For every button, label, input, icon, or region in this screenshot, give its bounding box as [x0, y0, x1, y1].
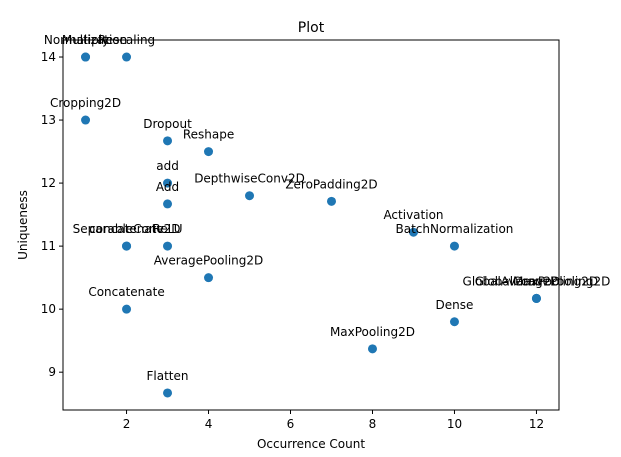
data-point: [163, 241, 173, 251]
y-axis-label: Uniqueness: [16, 190, 30, 260]
y-tick-label: 10: [41, 302, 56, 316]
data-point: [449, 241, 459, 251]
y-tick-label: 14: [41, 50, 56, 64]
x-tick-label: 12: [529, 417, 544, 431]
data-point-label: Add: [156, 180, 179, 194]
data-point-label: Reshape: [183, 128, 234, 142]
x-tick-label: 10: [447, 417, 462, 431]
data-point-label: Dense: [436, 298, 474, 312]
data-point-label: GlobalAveragePooling2D: [463, 274, 611, 288]
data-point: [531, 293, 541, 303]
data-point-label: ZeroPadding2D: [285, 177, 377, 191]
data-point: [367, 344, 377, 354]
data-point: [204, 147, 214, 157]
x-axis: 2 4 6 8 10 12: [123, 410, 544, 431]
data-point-label: Activation: [383, 208, 443, 222]
data-point-label: Cropping2D: [50, 96, 121, 110]
data-point: [449, 317, 459, 327]
y-tick-label: 11: [41, 239, 56, 253]
data-point: [245, 191, 255, 201]
y-axis: 9 10 11 12 13 14: [41, 50, 63, 379]
data-point-label: SeparableConv2D: [73, 222, 181, 236]
data-point-label: MaxPooling2D: [330, 325, 415, 339]
y-tick-label: 12: [41, 176, 56, 190]
data-point: [163, 178, 173, 188]
x-tick-label: 6: [287, 417, 295, 431]
data-point: [122, 304, 132, 314]
data-point-label: add: [156, 159, 179, 173]
data-point-label: Flatten: [147, 369, 189, 383]
axes-frame: [62, 39, 560, 411]
data-point: [163, 136, 173, 146]
data-point: [81, 115, 91, 125]
x-axis-label: Occurrence Count: [257, 437, 365, 451]
x-tick-label: 2: [123, 417, 131, 431]
data-point-label: Conv2D: [513, 274, 560, 288]
data-point-label: Dropout: [143, 117, 192, 131]
data-point-label: Concatenate: [88, 285, 164, 299]
data-point: [204, 273, 214, 283]
x-tick-label: 4: [205, 417, 213, 431]
data-point-label: ReLU: [152, 222, 182, 236]
y-tick-label: 9: [48, 365, 56, 379]
chart-title: Plot: [298, 20, 325, 36]
x-tick-label: 8: [369, 417, 377, 431]
data-point: [122, 52, 132, 62]
data-point-label: GlobalMaxPooling2D: [475, 274, 598, 288]
data-point: [81, 52, 91, 62]
y-tick-label: 13: [41, 113, 56, 127]
data-point-label: BatchNormalization: [396, 222, 514, 236]
data-point-label: AveragePooling2D: [154, 254, 264, 268]
data-point-label: concatenate: [89, 222, 164, 236]
data-point: [326, 196, 336, 206]
data-point: [163, 388, 173, 398]
data-point: [163, 199, 173, 209]
data-point-label: DepthwiseConv2D: [194, 172, 305, 186]
data-point: [408, 227, 418, 237]
data-point: [122, 241, 132, 251]
